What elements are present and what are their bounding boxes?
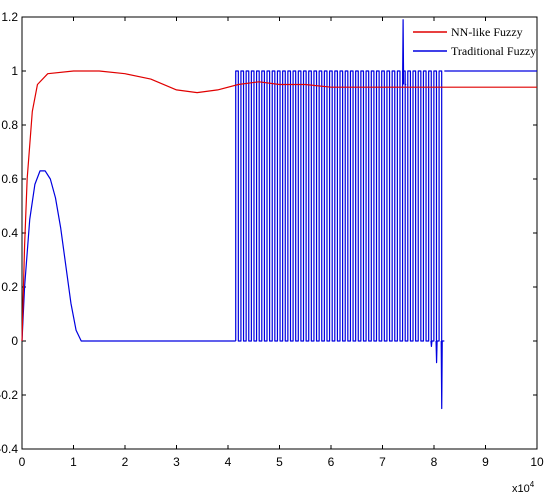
x-tick-label: 7 <box>379 455 386 469</box>
series-square-wave-traditional-fuzzy <box>235 70 445 342</box>
legend: NN-like Fuzzy Traditional Fuzzy <box>413 25 536 58</box>
y-tick-label: 0.8 <box>1 118 18 132</box>
series-spike-traditional-fuzzy <box>430 340 433 347</box>
series-spike-traditional-fuzzy <box>401 19 405 85</box>
y-tick-label: 0.6 <box>1 172 18 186</box>
y-tick-label: 1.2 <box>1 10 18 24</box>
y-tick-label: 0.4 <box>1 226 18 240</box>
y-tick-label: -0.4 <box>0 442 18 456</box>
series-group <box>21 19 537 410</box>
x-tick-label: 6 <box>328 455 335 469</box>
x-tick-label: 3 <box>173 455 180 469</box>
x-tick-label: 1 <box>70 455 77 469</box>
series-line-traditional-fuzzy <box>21 170 236 342</box>
x-tick-label: 8 <box>431 455 438 469</box>
series-spike-traditional-fuzzy <box>435 340 438 364</box>
x-tick-label: 0 <box>19 455 26 469</box>
x-tick-label: 4 <box>225 455 232 469</box>
y-tick-label: 0.2 <box>1 280 18 294</box>
y-tick-label: -0.2 <box>0 388 18 402</box>
axis-ticks: 0 1 2 3 4 5 6 7 8 9 10 -0.4 -0.2 0 0.2 0.4 0.6 0.8 1 1.2 <box>0 10 544 469</box>
series-line-nn-like-fuzzy <box>21 70 537 342</box>
legend-label-nn-like-fuzzy: NN-like Fuzzy <box>451 25 523 39</box>
series-spike-traditional-fuzzy <box>440 340 443 410</box>
y-tick-label: 0 <box>11 334 18 348</box>
legend-label-traditional-fuzzy: Traditional Fuzzy <box>451 44 536 58</box>
x-tick-label: 9 <box>482 455 489 469</box>
y-tick-label: 1 <box>11 64 18 78</box>
x-axis-multiplier: x104 <box>512 480 535 495</box>
x-tick-label: 2 <box>122 455 129 469</box>
x-tick-label: 5 <box>276 455 283 469</box>
x-tick-label: 10 <box>530 455 544 469</box>
